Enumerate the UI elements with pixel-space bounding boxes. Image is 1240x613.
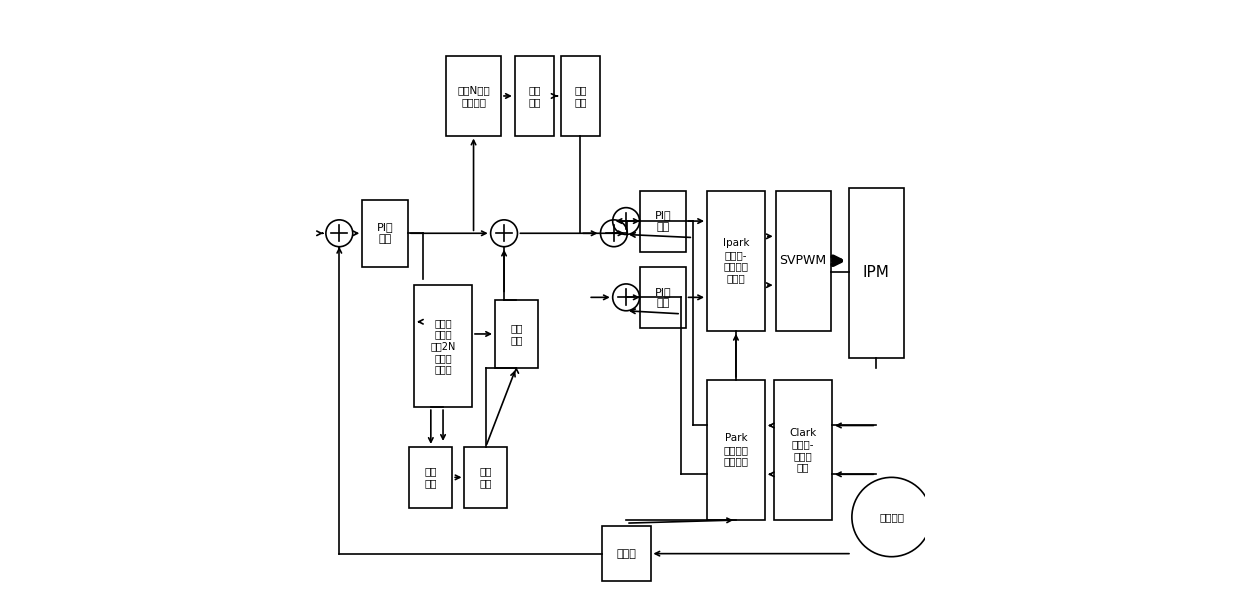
- Text: 低通
滤波: 低通 滤波: [424, 466, 436, 488]
- Text: PI控
制器: PI控 制器: [377, 223, 393, 244]
- Text: 相位
调整: 相位 调整: [480, 466, 492, 488]
- FancyBboxPatch shape: [409, 447, 453, 508]
- Text: 低通
滤波: 低通 滤波: [528, 85, 541, 107]
- Text: 编码器: 编码器: [616, 549, 636, 558]
- FancyBboxPatch shape: [640, 191, 686, 251]
- FancyBboxPatch shape: [560, 56, 600, 135]
- Text: PI控
制器: PI控 制器: [655, 210, 671, 232]
- FancyBboxPatch shape: [849, 188, 904, 359]
- Text: SVPWM: SVPWM: [780, 254, 827, 267]
- Text: 一阶补
偿后，
提取2N
个补偿
点数据: 一阶补 偿后， 提取2N 个补偿 点数据: [430, 318, 456, 375]
- FancyBboxPatch shape: [775, 191, 831, 331]
- FancyBboxPatch shape: [707, 379, 765, 520]
- Text: 插补
算法: 插补 算法: [510, 323, 522, 345]
- FancyBboxPatch shape: [362, 200, 408, 267]
- FancyBboxPatch shape: [640, 267, 686, 328]
- FancyBboxPatch shape: [495, 300, 538, 368]
- Text: Park
（矢量旋
转变换）: Park （矢量旋 转变换）: [723, 433, 749, 466]
- FancyBboxPatch shape: [515, 56, 554, 135]
- Text: Ipark
（两相-
两相旋转
变换）: Ipark （两相- 两相旋转 变换）: [723, 238, 749, 283]
- FancyBboxPatch shape: [601, 526, 651, 581]
- Text: 同步电机: 同步电机: [879, 512, 904, 522]
- FancyBboxPatch shape: [446, 56, 501, 135]
- FancyBboxPatch shape: [774, 379, 832, 520]
- Text: PI控
制器: PI控 制器: [655, 286, 671, 308]
- FancyBboxPatch shape: [465, 447, 507, 508]
- FancyBboxPatch shape: [414, 285, 472, 407]
- Text: IPM: IPM: [863, 265, 890, 280]
- Text: 存储N个补
偿点数据: 存储N个补 偿点数据: [458, 85, 490, 107]
- Text: Clark
（三相-
两相变
换）: Clark （三相- 两相变 换）: [790, 427, 817, 472]
- FancyBboxPatch shape: [707, 191, 765, 331]
- Text: 插补
算法: 插补 算法: [574, 85, 587, 107]
